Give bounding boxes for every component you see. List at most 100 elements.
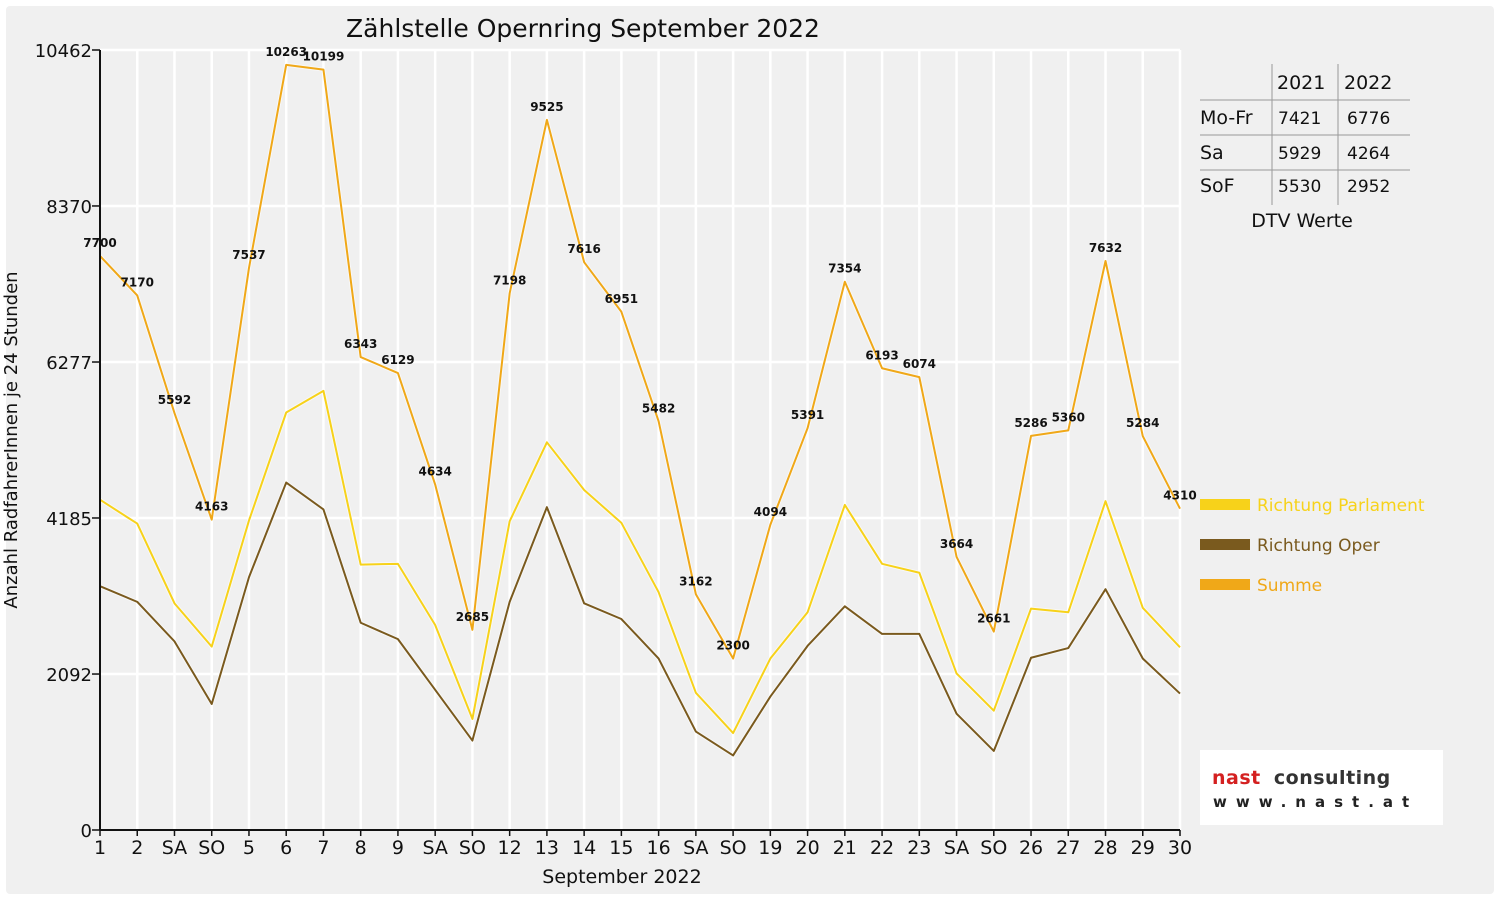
data-label: 5391 xyxy=(791,408,824,422)
data-label: 2300 xyxy=(716,639,749,653)
x-tick-label: SO xyxy=(198,837,225,859)
dtv-caption: DTV Werte xyxy=(1251,210,1353,232)
nast-logo: nast consulting www.nast.at xyxy=(1200,750,1443,825)
legend-label: Richtung Parlament xyxy=(1257,496,1425,516)
data-label: 2661 xyxy=(977,612,1010,626)
x-tick-label: 21 xyxy=(833,837,857,859)
dtv-cell: 5929 xyxy=(1278,144,1321,164)
series-lines xyxy=(98,62,1182,758)
legend-swatch xyxy=(1200,499,1250,510)
data-label: 10199 xyxy=(303,50,345,64)
legend: Richtung Parlament Richtung Oper Summe xyxy=(1200,496,1425,596)
data-label: 5482 xyxy=(642,401,675,415)
data-label: 9525 xyxy=(530,100,563,114)
dtv-table: 2021 2022 Mo-Fr 7421 6776 Sa 5929 4264 S… xyxy=(1200,64,1410,232)
dtv-cell: 4264 xyxy=(1347,144,1390,164)
data-label: 6129 xyxy=(381,353,414,367)
x-tick-label: 13 xyxy=(535,837,559,859)
x-tick-label: 28 xyxy=(1093,837,1117,859)
data-label: 7537 xyxy=(232,248,265,262)
logo-wordmark: nast consulting xyxy=(1212,767,1391,789)
chart-title: Zählstelle Opernring September 2022 xyxy=(346,14,820,43)
data-label: 5286 xyxy=(1014,416,1047,430)
data-label: 6193 xyxy=(865,348,898,362)
dtv-cell: 6776 xyxy=(1347,109,1390,129)
data-label: 7616 xyxy=(567,242,600,256)
data-label: 3664 xyxy=(940,537,973,551)
x-tick-label: 26 xyxy=(1019,837,1043,859)
dtv-row-label: SoF xyxy=(1200,175,1235,197)
data-label: 7632 xyxy=(1089,241,1122,255)
logo-consulting: consulting xyxy=(1274,767,1391,789)
series-line-summe xyxy=(99,63,1181,660)
x-tick-label: 29 xyxy=(1131,837,1155,859)
x-tick-label: SO xyxy=(720,837,747,859)
x-tick-label: SO xyxy=(980,837,1007,859)
x-tick-label: 20 xyxy=(795,837,819,859)
x-tick-label: 15 xyxy=(609,837,633,859)
grid xyxy=(100,48,1182,830)
data-label: 6343 xyxy=(344,337,377,351)
legend-label: Summe xyxy=(1257,576,1322,596)
x-tick-label: 27 xyxy=(1056,837,1080,859)
x-tick-label: 5 xyxy=(243,837,255,859)
data-label: 5360 xyxy=(1052,410,1085,424)
x-tick-label: 19 xyxy=(758,837,782,859)
x-tick-label: SA xyxy=(162,837,187,859)
axes xyxy=(99,50,1180,831)
logo-nast: nast xyxy=(1212,767,1261,789)
dtv-cell: 5530 xyxy=(1278,177,1321,197)
dtv-header-2022: 2022 xyxy=(1344,72,1392,94)
dtv-header-2021: 2021 xyxy=(1277,72,1325,94)
x-tick-label: 22 xyxy=(870,837,894,859)
x-tick-label: 2 xyxy=(131,837,143,859)
x-tick-label: SA xyxy=(944,837,969,859)
x-tick-label: 6 xyxy=(280,837,292,859)
dtv-row-label: Sa xyxy=(1200,142,1224,164)
x-tick-label: 23 xyxy=(907,837,931,859)
y-axis-label: Anzahl RadfahrerInnen je 24 Stunden xyxy=(1,271,22,608)
legend-swatch xyxy=(1200,539,1250,550)
series-line-richtung-oper xyxy=(99,481,1181,757)
data-label: 4310 xyxy=(1163,489,1196,503)
data-label: 5284 xyxy=(1126,416,1159,430)
data-label: 6074 xyxy=(903,357,936,371)
series-line-richtung-parlament xyxy=(99,389,1181,735)
y-tick-label: 8370 xyxy=(46,197,92,218)
dtv-cell: 2952 xyxy=(1347,177,1390,197)
data-label: 10263 xyxy=(265,45,307,59)
x-tick-label: 12 xyxy=(498,837,522,859)
logo-background xyxy=(1200,750,1443,825)
logo-url: www.nast.at xyxy=(1213,793,1418,811)
legend-label: Richtung Oper xyxy=(1257,536,1380,556)
data-label: 2685 xyxy=(456,610,489,624)
x-tick-label: SA xyxy=(422,837,447,859)
x-axis-label: September 2022 xyxy=(542,866,701,888)
x-tick-label: 9 xyxy=(392,837,404,859)
dtv-cell: 7421 xyxy=(1278,109,1321,129)
data-label: 3162 xyxy=(679,574,712,588)
y-tick-label: 6277 xyxy=(46,353,92,374)
data-label: 4094 xyxy=(754,505,787,519)
y-tick-label: 4185 xyxy=(46,509,92,530)
data-label: 7700 xyxy=(83,236,116,250)
plot-area xyxy=(100,50,1180,830)
data-label: 7198 xyxy=(493,273,526,287)
x-tick-label: 7 xyxy=(317,837,329,859)
data-label: 7354 xyxy=(828,262,861,276)
x-tick-label: 8 xyxy=(355,837,367,859)
data-label: 4634 xyxy=(418,465,451,479)
x-tick-label: SA xyxy=(683,837,708,859)
x-tick-label: 14 xyxy=(572,837,596,859)
x-tick-label: SO xyxy=(459,837,486,859)
data-label: 6951 xyxy=(605,292,638,306)
data-label: 7170 xyxy=(121,275,154,289)
data-label: 4163 xyxy=(195,500,228,514)
x-tick-label: 30 xyxy=(1168,837,1192,859)
x-tick-label: 16 xyxy=(647,837,671,859)
y-tick-label: 0 xyxy=(81,821,92,842)
x-tick-label: 1 xyxy=(94,837,106,859)
